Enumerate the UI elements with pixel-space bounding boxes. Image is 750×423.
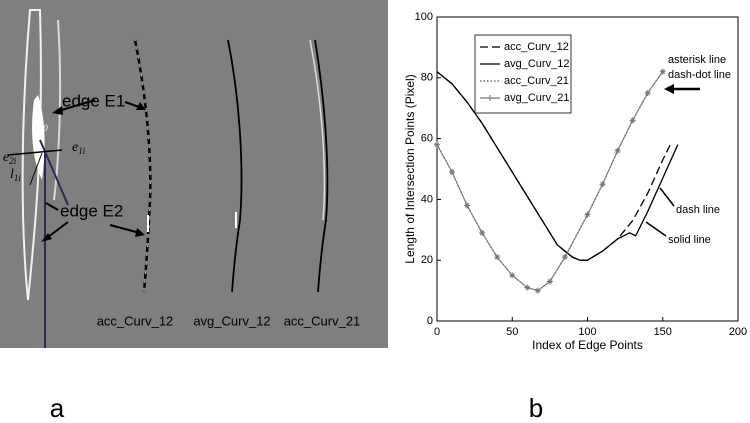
marker — [494, 254, 501, 261]
series-line — [436, 71, 664, 292]
legend-label: avg_Curv_21 — [504, 92, 569, 104]
legend-box — [474, 34, 572, 114]
marker — [479, 229, 486, 236]
marker — [534, 287, 541, 294]
y-tick-label: 20 — [421, 254, 433, 266]
symbol: c0 — [37, 117, 48, 133]
arrow-head — [664, 84, 674, 94]
curve-label: avg_Curv_12 — [193, 313, 270, 328]
marker — [546, 278, 553, 285]
legend-label: acc_Curv_21 — [504, 75, 569, 87]
curve-label: acc_Curv_12 — [97, 313, 174, 328]
symbol-base: e — [72, 140, 78, 155]
marker — [434, 141, 440, 148]
edge-region — [32, 95, 45, 180]
curve-acc12 — [133, 39, 152, 293]
normal-line — [39, 139, 69, 206]
symbol-sub: 1i — [78, 146, 86, 156]
annotation: asterisk line — [668, 54, 726, 66]
arrow — [109, 224, 141, 234]
arrow — [45, 202, 59, 211]
symbol: e2i — [3, 150, 17, 166]
series — [434, 68, 666, 294]
marker — [524, 284, 531, 291]
y-tick-label: 40 — [421, 193, 433, 205]
symbol-base: c — [37, 117, 44, 132]
arrow-head — [135, 228, 145, 237]
curve-acc21 — [314, 39, 329, 293]
marker — [614, 147, 621, 154]
pointer — [659, 187, 675, 207]
y-tick-label: 0 — [427, 315, 433, 327]
annotation: solid line — [668, 234, 711, 246]
symbol: e1i — [72, 140, 86, 156]
marker — [487, 95, 493, 101]
x-tick-label: 200 — [729, 326, 747, 338]
x-tick-label: 150 — [654, 326, 672, 338]
y-tick-label: 60 — [421, 133, 433, 145]
legend-label: acc_Curv_12 — [504, 41, 569, 53]
series-line — [436, 71, 679, 261]
legend-label: avg_Curv_12 — [504, 58, 569, 70]
y-tick-label: 100 — [415, 11, 433, 23]
image-background — [0, 0, 388, 348]
symbol: l1i — [10, 167, 21, 183]
symbol-sub: 2i — [9, 156, 17, 166]
marker — [629, 117, 636, 124]
x-tick-label: 0 — [434, 326, 440, 338]
marker — [464, 202, 471, 209]
marker — [599, 181, 606, 188]
pointer — [645, 221, 667, 237]
arrow-head — [41, 233, 52, 242]
legend-marker — [487, 95, 493, 101]
curve-label: acc_Curv_21 — [284, 313, 361, 328]
curve-acc21-edge — [309, 39, 326, 221]
y-axis-label: Length of Intersection Points (Pixel) — [403, 74, 417, 263]
series — [436, 71, 679, 261]
symbol-line — [29, 152, 43, 186]
x-tick-label: 50 — [506, 326, 518, 338]
x-axis-label: Index of Edge Points — [532, 338, 643, 352]
y-tick-label: 80 — [421, 72, 433, 84]
tangent-line — [7, 149, 63, 156]
panel-caption: b — [529, 393, 543, 423]
curve-avg12 — [227, 39, 243, 293]
edge-label: edge E2 — [60, 201, 123, 220]
marker — [584, 211, 591, 218]
x-tick-label: 100 — [578, 326, 596, 338]
marker — [644, 90, 651, 96]
arrow-head — [52, 106, 63, 115]
annotation: dash line — [676, 204, 720, 216]
marker — [449, 169, 456, 176]
symbol-base: l — [10, 167, 14, 182]
marker — [561, 254, 568, 261]
marker — [659, 68, 666, 75]
annotation: dash-dot line — [668, 69, 731, 81]
marker — [509, 272, 516, 279]
symbol-sub: 0 — [43, 123, 48, 133]
edge-label: edge E1 — [62, 91, 125, 110]
symbol-base: e — [3, 150, 9, 165]
arrow-head — [136, 102, 146, 110]
symbol-sub: 1i — [14, 173, 22, 183]
panel-caption: a — [50, 393, 65, 423]
